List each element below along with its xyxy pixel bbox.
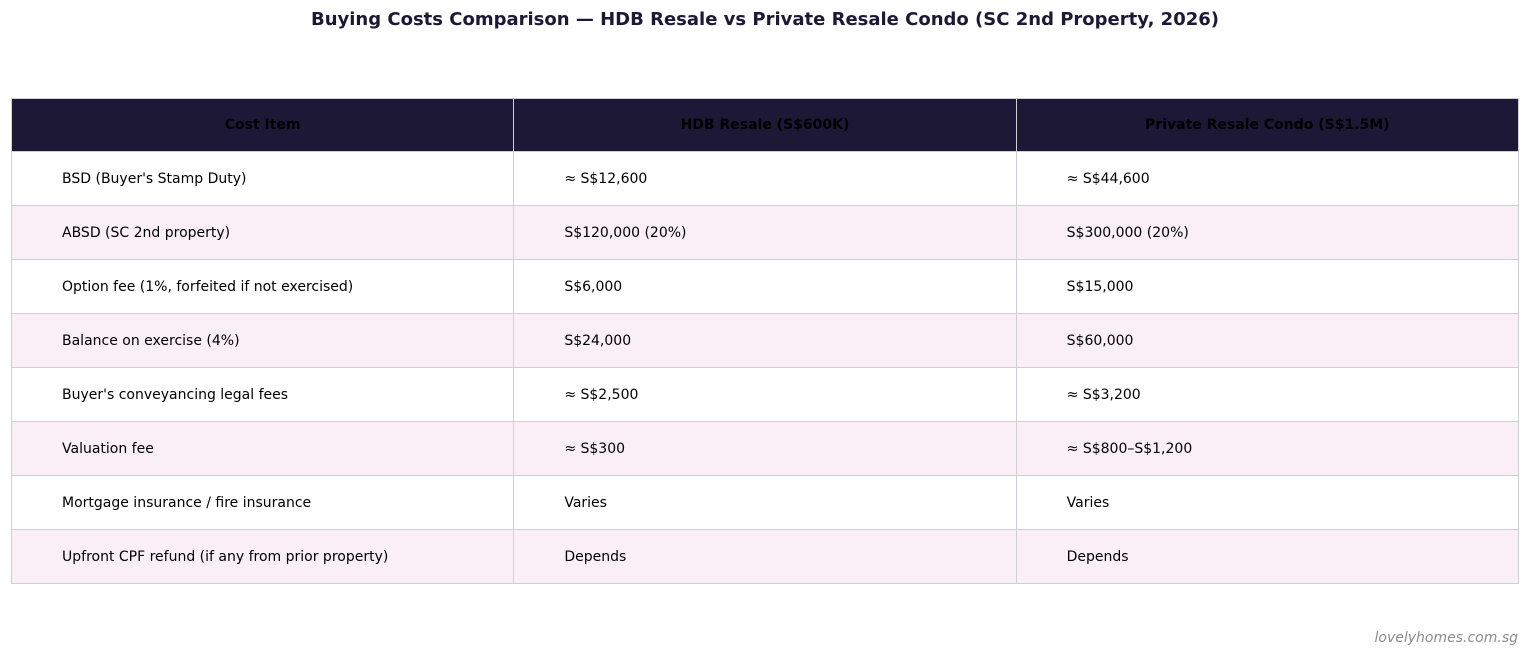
table-row: Option fee (1%, forfeited if not exercis… bbox=[10, 259, 1519, 314]
cell-hdb-value: S$6,000 bbox=[513, 259, 1017, 314]
column-header-cost-item: Cost Item bbox=[10, 98, 515, 152]
table-header-row: Cost Item HDB Resale (S$600K) Private Re… bbox=[10, 98, 1519, 152]
cell-condo-value: S$15,000 bbox=[1015, 259, 1519, 314]
cell-condo-value: ≈ S$44,600 bbox=[1015, 151, 1519, 206]
cell-cost-item: Valuation fee bbox=[10, 421, 515, 476]
cell-hdb-value: Varies bbox=[513, 475, 1017, 530]
cell-cost-item: Upfront CPF refund (if any from prior pr… bbox=[10, 529, 515, 584]
cell-cost-item: Mortgage insurance / fire insurance bbox=[10, 475, 515, 530]
column-header-hdb-resale: HDB Resale (S$600K) bbox=[513, 98, 1017, 152]
cell-hdb-value: Depends bbox=[513, 529, 1017, 584]
cell-hdb-value: S$24,000 bbox=[513, 313, 1017, 368]
cell-cost-item: Option fee (1%, forfeited if not exercis… bbox=[10, 259, 515, 314]
table-row: Buyer's conveyancing legal fees ≈ S$2,50… bbox=[10, 367, 1519, 422]
table-row: Mortgage insurance / fire insurance Vari… bbox=[10, 475, 1519, 530]
cell-hdb-value: ≈ S$12,600 bbox=[513, 151, 1017, 206]
cell-hdb-value: S$120,000 (20%) bbox=[513, 205, 1017, 260]
table-row: ABSD (SC 2nd property) S$120,000 (20%) S… bbox=[10, 205, 1519, 260]
column-header-private-condo: Private Resale Condo (S$1.5M) bbox=[1015, 98, 1519, 152]
cell-cost-item: Buyer's conveyancing legal fees bbox=[10, 367, 515, 422]
table-row: Valuation fee ≈ S$300 ≈ S$800–S$1,200 bbox=[10, 421, 1519, 476]
cell-hdb-value: ≈ S$300 bbox=[513, 421, 1017, 476]
table-row: Balance on exercise (4%) S$24,000 S$60,0… bbox=[10, 313, 1519, 368]
watermark-source: lovelyhomes.com.sg bbox=[1374, 630, 1519, 646]
cell-condo-value: S$300,000 (20%) bbox=[1015, 205, 1519, 260]
table-row: BSD (Buyer's Stamp Duty) ≈ S$12,600 ≈ S$… bbox=[10, 151, 1519, 206]
cell-condo-value: S$60,000 bbox=[1015, 313, 1519, 368]
cell-condo-value: Depends bbox=[1015, 529, 1519, 584]
chart-title: Buying Costs Comparison — HDB Resale vs … bbox=[310, 9, 1219, 30]
cost-comparison-table: Cost Item HDB Resale (S$600K) Private Re… bbox=[10, 98, 1519, 584]
cell-cost-item: ABSD (SC 2nd property) bbox=[10, 205, 515, 260]
cell-condo-value: ≈ S$3,200 bbox=[1015, 367, 1519, 422]
table-row: Upfront CPF refund (if any from prior pr… bbox=[10, 529, 1519, 584]
cell-cost-item: Balance on exercise (4%) bbox=[10, 313, 515, 368]
cell-hdb-value: ≈ S$2,500 bbox=[513, 367, 1017, 422]
cell-condo-value: Varies bbox=[1015, 475, 1519, 530]
cell-condo-value: ≈ S$800–S$1,200 bbox=[1015, 421, 1519, 476]
cell-cost-item: BSD (Buyer's Stamp Duty) bbox=[10, 151, 515, 206]
